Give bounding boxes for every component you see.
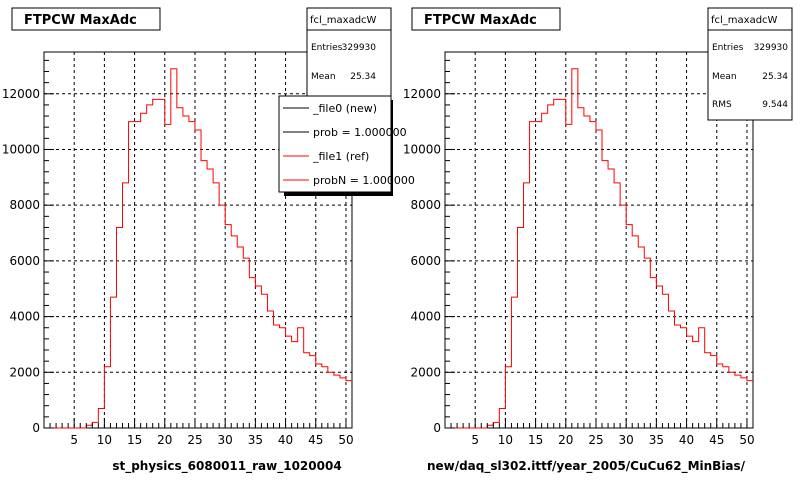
x-tick-label: 30 (218, 433, 233, 447)
y-tick-label: 4000 (410, 310, 441, 324)
stats-mean-label: Mean (311, 72, 336, 82)
y-tick-label: 0 (433, 421, 441, 435)
histogram-series (44, 68, 352, 429)
legend-label: probN = 1.000000 (313, 174, 415, 187)
y-tick-label: 6000 (410, 254, 441, 268)
y-tick-label: 2000 (9, 365, 40, 379)
x-tick-label: 40 (278, 433, 293, 447)
stats-entries-label: Entries (311, 43, 343, 53)
chart-title: FTPCW MaxAdc (424, 13, 537, 28)
x-tick-label: 35 (649, 433, 664, 447)
stats-entries-value: 329930 (754, 43, 789, 53)
legend-label: _file1 (ref) (312, 150, 369, 163)
y-tick-label: 2000 (410, 365, 441, 379)
stats-rms-value: 9.544 (762, 100, 788, 110)
x-tick-label: 25 (588, 433, 603, 447)
x-tick-label: 15 (127, 433, 142, 447)
stats-rms-label: RMS (712, 100, 732, 110)
x-tick-label: 40 (679, 433, 694, 447)
x-tick-label: 50 (739, 433, 754, 447)
legend-label: _file0 (new) (312, 102, 377, 115)
stats-entries-label: Entries (712, 43, 744, 53)
y-tick-label: 10000 (2, 142, 40, 156)
title-box (411, 7, 561, 31)
x-tick-label: 5 (70, 433, 78, 447)
x-tick-label: 50 (338, 433, 353, 447)
stats-entries-value: 329930 (342, 43, 377, 53)
x-axis: 5 10 15 20 25 30 35 40 45 50 (450, 418, 755, 447)
plot-area: 5 10 15 20 25 30 35 40 45 50 0 2000 4000 6000 8000 100… (403, 51, 755, 447)
y-axis: 0 2000 4000 6000 8000 10000 12000 (2, 59, 54, 435)
legend: _file0 (new) prob = 1.000000 _file1 (ref) p… (278, 95, 415, 196)
y-tick-label: 4000 (9, 310, 40, 324)
stats-name: fcl_maxadcW (711, 15, 778, 26)
x-tick-label: 45 (709, 433, 724, 447)
y-tick-label: 0 (32, 421, 40, 435)
x-axis: 5 10 15 20 25 30 35 40 45 50 (49, 418, 354, 447)
x-tick-label: 10 (97, 433, 112, 447)
stats-mean-value: 25.34 (350, 72, 376, 82)
y-tick-label: 6000 (9, 254, 40, 268)
y-tick-label: 8000 (9, 198, 40, 212)
histogram-series (445, 68, 753, 429)
title-box (11, 7, 161, 31)
y-axis: 0 2000 4000 6000 8000 10000 12000 (403, 59, 455, 435)
legend-label: prob = 1.000000 (313, 126, 407, 139)
left-histogram-pad: FTPCW MaxAdc 5 10 15 20 25 30 35 40 45 50 0 2000 40… (2, 7, 415, 474)
chart-title: FTPCW MaxAdc (24, 13, 137, 28)
x-tick-label: 5 (471, 433, 479, 447)
x-tick-label: 25 (187, 433, 202, 447)
stats-name: fcl_maxadcW (310, 15, 377, 26)
x-tick-label: 20 (558, 433, 573, 447)
right-histogram-pad: FTPCW MaxAdc 5 10 15 20 25 30 35 40 45 50 0 2000 40… (403, 7, 793, 474)
grid (445, 52, 753, 428)
x-tick-label: 20 (157, 433, 172, 447)
x-tick-label: 45 (308, 433, 323, 447)
stats-box: fcl_maxadcW Entries 329930 Mean 25.34 RM… (707, 7, 793, 121)
x-tick-label: 30 (619, 433, 634, 447)
x-axis-label: st_physics_6080011_raw_1020004 (112, 459, 341, 474)
stats-mean-label: Mean (712, 72, 737, 82)
y-tick-label: 12000 (403, 87, 441, 101)
y-tick-label: 10000 (403, 142, 441, 156)
y-tick-label: 12000 (2, 87, 40, 101)
x-axis-label: new/daq_sl302.ittf/year_2005/CuCu62_MinB… (427, 459, 746, 474)
y-tick-label: 8000 (410, 198, 441, 212)
x-tick-label: 10 (498, 433, 513, 447)
x-tick-label: 35 (248, 433, 263, 447)
stats-mean-value: 25.34 (762, 72, 788, 82)
x-tick-label: 15 (528, 433, 543, 447)
